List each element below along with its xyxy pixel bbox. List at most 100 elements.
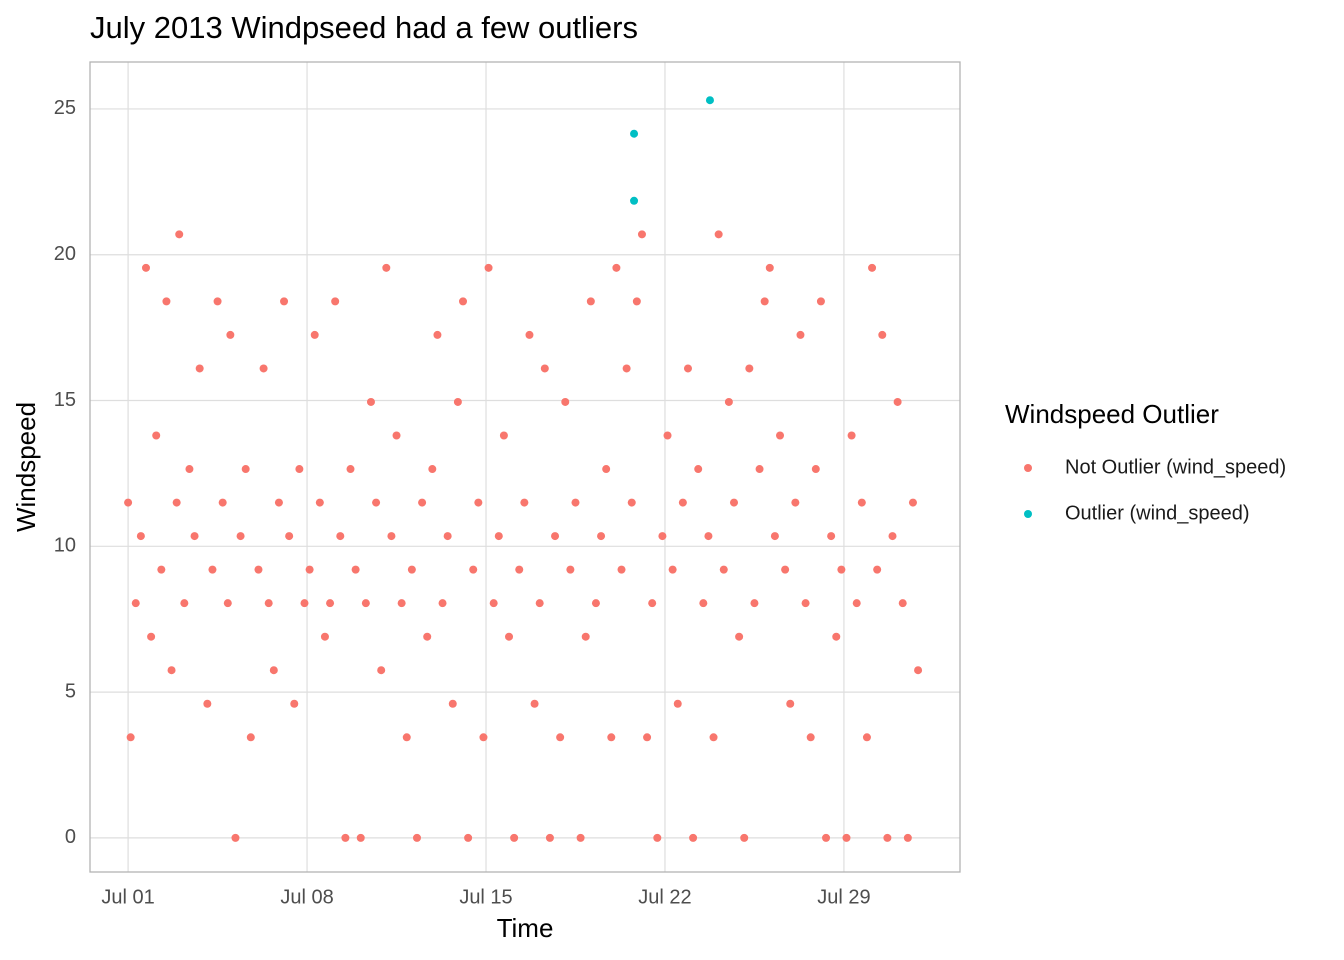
data-point bbox=[213, 297, 222, 306]
data-point bbox=[226, 330, 235, 339]
data-point bbox=[295, 465, 304, 474]
data-point bbox=[167, 666, 176, 675]
data-point bbox=[545, 833, 554, 842]
data-point bbox=[397, 599, 406, 608]
data-point bbox=[591, 599, 600, 608]
data-point bbox=[231, 833, 240, 842]
data-point bbox=[489, 599, 498, 608]
data-point bbox=[668, 565, 677, 574]
legend-title: Windspeed Outlier bbox=[1005, 399, 1219, 429]
data-point bbox=[673, 699, 682, 708]
data-point bbox=[729, 498, 738, 507]
data-point bbox=[315, 498, 324, 507]
data-point bbox=[837, 565, 846, 574]
data-point bbox=[448, 699, 457, 708]
legend-marker bbox=[1024, 464, 1032, 472]
data-point bbox=[530, 699, 539, 708]
data-point bbox=[377, 666, 386, 675]
data-point bbox=[310, 330, 319, 339]
data-point bbox=[474, 498, 483, 507]
data-point bbox=[254, 565, 263, 574]
data-point bbox=[459, 297, 468, 306]
data-point bbox=[208, 565, 217, 574]
data-point bbox=[735, 632, 744, 641]
data-point bbox=[791, 498, 800, 507]
data-point bbox=[630, 196, 639, 205]
data-point bbox=[576, 833, 585, 842]
data-point bbox=[336, 532, 345, 541]
data-point bbox=[290, 699, 299, 708]
data-point bbox=[888, 532, 897, 541]
data-point bbox=[382, 263, 391, 272]
data-point bbox=[479, 733, 488, 742]
data-point bbox=[195, 364, 204, 373]
data-point bbox=[126, 733, 135, 742]
data-point bbox=[755, 465, 764, 474]
data-point bbox=[597, 532, 606, 541]
y-tick-label: 25 bbox=[54, 97, 76, 119]
data-point bbox=[852, 599, 861, 608]
data-point bbox=[719, 565, 728, 574]
legend-label: Not Outlier (wind_speed) bbox=[1065, 456, 1286, 478]
data-point bbox=[464, 833, 473, 842]
data-point bbox=[898, 599, 907, 608]
data-point bbox=[356, 833, 365, 842]
data-point bbox=[285, 532, 294, 541]
data-point bbox=[269, 666, 278, 675]
data-point bbox=[908, 498, 917, 507]
data-point bbox=[796, 330, 805, 339]
data-point bbox=[632, 297, 641, 306]
data-point bbox=[331, 297, 340, 306]
legend: Not Outlier (wind_speed) Outlier (wind_sp… bbox=[1024, 456, 1286, 524]
data-point bbox=[152, 431, 161, 440]
y-axis-title: Windspeed bbox=[11, 402, 41, 532]
data-point bbox=[346, 465, 355, 474]
data-point bbox=[494, 532, 503, 541]
y-tick-label: 10 bbox=[54, 535, 76, 557]
x-tick-label: Jul 08 bbox=[280, 886, 333, 908]
data-point bbox=[438, 599, 447, 608]
data-point bbox=[709, 733, 718, 742]
data-point bbox=[678, 498, 687, 507]
data-point bbox=[172, 498, 181, 507]
data-point bbox=[637, 230, 646, 239]
data-point bbox=[694, 465, 703, 474]
data-point bbox=[765, 263, 774, 272]
data-point bbox=[402, 733, 411, 742]
data-point bbox=[131, 599, 140, 608]
data-point bbox=[535, 599, 544, 608]
data-point bbox=[627, 498, 636, 507]
data-point bbox=[320, 632, 329, 641]
data-point bbox=[136, 532, 145, 541]
data-point bbox=[873, 565, 882, 574]
data-point bbox=[412, 833, 421, 842]
data-point bbox=[602, 465, 611, 474]
data-point bbox=[740, 833, 749, 842]
data-point bbox=[510, 833, 519, 842]
data-point bbox=[433, 330, 442, 339]
data-point bbox=[822, 833, 831, 842]
data-point bbox=[361, 599, 370, 608]
data-point bbox=[366, 397, 375, 406]
data-point bbox=[622, 364, 631, 373]
data-point bbox=[893, 397, 902, 406]
data-point bbox=[124, 498, 133, 507]
data-point bbox=[259, 364, 268, 373]
data-point bbox=[827, 532, 836, 541]
data-point bbox=[862, 733, 871, 742]
points bbox=[124, 96, 923, 842]
data-point bbox=[418, 498, 427, 507]
data-point bbox=[745, 364, 754, 373]
data-point bbox=[505, 632, 514, 641]
data-point bbox=[185, 465, 194, 474]
data-point bbox=[724, 397, 733, 406]
data-point bbox=[832, 632, 841, 641]
x-axis-title: Time bbox=[497, 913, 554, 943]
data-point bbox=[556, 733, 565, 742]
y-tick-label: 0 bbox=[65, 826, 76, 848]
y-tick-label: 5 bbox=[65, 680, 76, 702]
data-point bbox=[453, 397, 462, 406]
data-point bbox=[705, 96, 714, 105]
data-point bbox=[903, 833, 912, 842]
x-tick-label: Jul 15 bbox=[459, 886, 512, 908]
